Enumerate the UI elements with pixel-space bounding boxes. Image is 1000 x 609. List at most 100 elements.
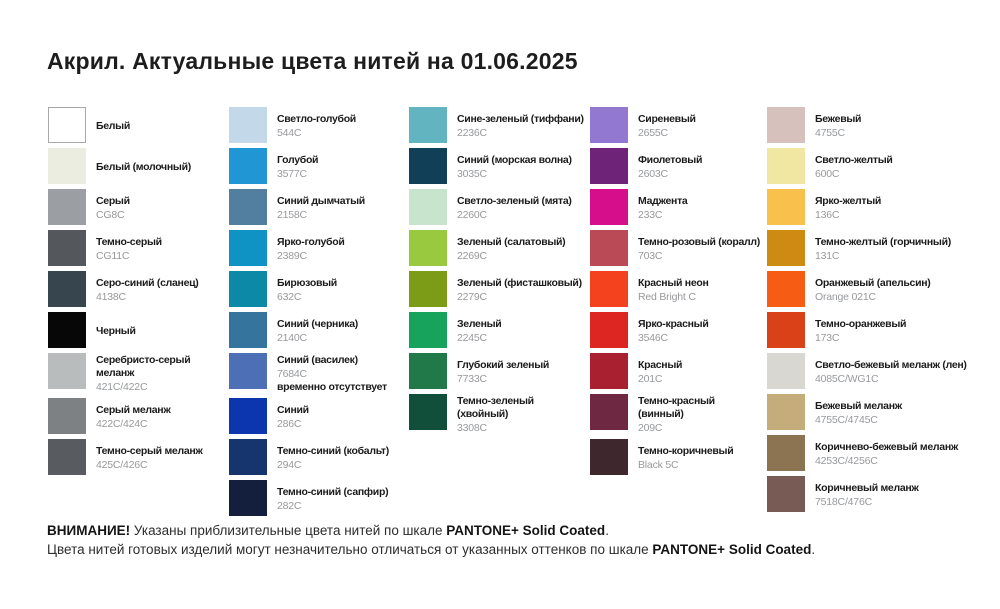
color-row: Серый меланж 422C/424C <box>48 398 224 435</box>
color-row: Черный <box>48 312 224 349</box>
pantone-code: 2269C <box>457 249 487 262</box>
pantone-code: 421C/422C <box>96 381 148 393</box>
pantone-code: Red Bright C <box>638 290 696 303</box>
color-row-text: Сине-зеленый (тиффани) 2236C <box>457 107 584 144</box>
color-name: Голубой <box>277 153 319 166</box>
color-row: Глубокий зеленый 7733C <box>409 353 585 390</box>
color-swatch <box>767 189 805 225</box>
color-name: Серо-синий (сланец) <box>96 276 199 289</box>
pantone-code: Orange 021C <box>815 290 876 303</box>
pantone-code: 4253C/4256C <box>815 454 878 467</box>
color-swatch <box>767 476 805 512</box>
footer-text: Указаны приблизительные цвета нитей по ш… <box>130 523 447 538</box>
color-row-text: Зеленый (фисташковый) 2279C <box>457 271 582 308</box>
pantone-code: 294C <box>277 458 302 471</box>
color-swatch <box>229 353 267 389</box>
pantone-code: 233C <box>638 208 663 221</box>
color-row: Белый <box>48 107 224 144</box>
color-row: Серо-синий (сланец) 4138C <box>48 271 224 308</box>
pantone-code: 2655C <box>638 126 668 139</box>
color-row-text: Черный <box>96 312 136 349</box>
color-swatch <box>767 353 805 389</box>
color-row: Серый CG8C <box>48 189 224 226</box>
footer-bold-text: ВНИМАНИЕ! <box>47 523 131 538</box>
color-row: Светло-желтый 600C <box>767 148 985 185</box>
color-row-text: Красный 201C <box>638 353 682 390</box>
color-name: Темно-синий (сапфир) <box>277 485 389 498</box>
color-row-text: Светло-желтый 600C <box>815 148 893 185</box>
color-name: Глубокий зеленый <box>457 358 550 371</box>
color-swatch <box>48 353 86 389</box>
color-name: Коричневый меланж <box>815 481 919 494</box>
color-swatch <box>767 312 805 348</box>
color-row-text: Темно-серый CG11C <box>96 230 162 267</box>
color-name: Ярко-голубой <box>277 235 345 248</box>
color-swatch <box>48 398 86 434</box>
color-name: Красный неон <box>638 276 709 289</box>
color-swatch <box>590 107 628 143</box>
color-row: Синий (василек) 7684C временно отсутству… <box>229 353 404 394</box>
footer-line-1: ВНИМАНИЕ! Указаны приблизительные цвета … <box>47 521 815 540</box>
color-swatch <box>767 394 805 430</box>
color-row-text: Синий (василек) 7684C временно отсутству… <box>277 353 387 394</box>
color-row-text: Ярко-красный 3546C <box>638 312 709 349</box>
color-swatch <box>229 230 267 266</box>
page-title: Акрил. Актуальные цвета нитей на 01.06.2… <box>47 48 578 74</box>
color-row: Зеленый (фисташковый) 2279C <box>409 271 585 308</box>
color-name: Темно-синий (кобальт) <box>277 444 389 457</box>
footer-text: . <box>811 542 816 557</box>
pantone-code: 7684C <box>277 368 307 380</box>
pantone-code: 4085C/WG1C <box>815 372 879 385</box>
swatch-column-2: Светло-голубой 544C Голубой 3577C Синий … <box>229 107 404 521</box>
pantone-code: 7733C <box>457 372 487 385</box>
color-swatch <box>590 230 628 266</box>
pantone-code: 136C <box>815 208 840 221</box>
pantone-code: 600C <box>815 167 840 180</box>
color-name: Темно-желтый (горчичный) <box>815 235 951 248</box>
pantone-code: 4755C/4745C <box>815 413 878 426</box>
color-swatch <box>767 230 805 266</box>
pantone-code: 3308C <box>457 422 487 434</box>
color-swatch <box>767 435 805 471</box>
color-row-text: Коричневый меланж 7518C/476C <box>815 476 919 513</box>
color-row-text: Фиолетовый 2603C <box>638 148 702 185</box>
color-swatch <box>590 353 628 389</box>
color-row: Коричневый меланж 7518C/476C <box>767 476 985 513</box>
color-swatch <box>590 148 628 184</box>
color-name: Сиреневый <box>638 112 696 125</box>
color-name: Зеленый (салатовый) <box>457 235 566 248</box>
pantone-code: 7518C/476C <box>815 495 872 508</box>
color-row: Темно-красный (винный) 209C <box>590 394 762 435</box>
footer-text: . <box>605 523 609 538</box>
color-row: Сиреневый 2655C <box>590 107 762 144</box>
color-row-text: Сиреневый 2655C <box>638 107 696 144</box>
color-row-text: Темно-коричневый Black 5C <box>638 439 734 476</box>
color-row-text: Коричнево-бежевый меланж 4253C/4256C <box>815 435 958 472</box>
footer-line-2: Цвета нитей готовых изделий могут незнач… <box>47 540 815 559</box>
color-name: Темно-красный (винный) <box>638 395 715 420</box>
color-name: Ярко-красный <box>638 317 709 330</box>
pantone-code: 422C/424C <box>96 417 148 430</box>
color-row: Бежевый меланж 4755C/4745C <box>767 394 985 431</box>
color-swatch <box>48 271 86 307</box>
color-row: Ярко-голубой 2389C <box>229 230 404 267</box>
color-swatch <box>48 148 86 184</box>
color-swatch <box>409 353 447 389</box>
color-row-text: Бежевый 4755C <box>815 107 861 144</box>
color-row: Сине-зеленый (тиффани) 2236C <box>409 107 585 144</box>
color-row: Зеленый (салатовый) 2269C <box>409 230 585 267</box>
color-row: Темно-серый CG11C <box>48 230 224 267</box>
color-swatch <box>409 148 447 184</box>
color-row: Темно-розовый (коралл) 703C <box>590 230 762 267</box>
pantone-code: 2260C <box>457 208 487 221</box>
color-swatch <box>229 398 267 434</box>
color-name: Красный <box>638 358 683 371</box>
pantone-code: 2236C <box>457 126 487 139</box>
color-name: Ярко-желтый <box>815 194 882 207</box>
color-name: Белый (молочный) <box>96 160 191 173</box>
color-swatch <box>409 189 447 225</box>
color-row: Белый (молочный) <box>48 148 224 185</box>
color-swatch <box>229 271 267 307</box>
color-name: Серый меланж <box>96 403 171 416</box>
